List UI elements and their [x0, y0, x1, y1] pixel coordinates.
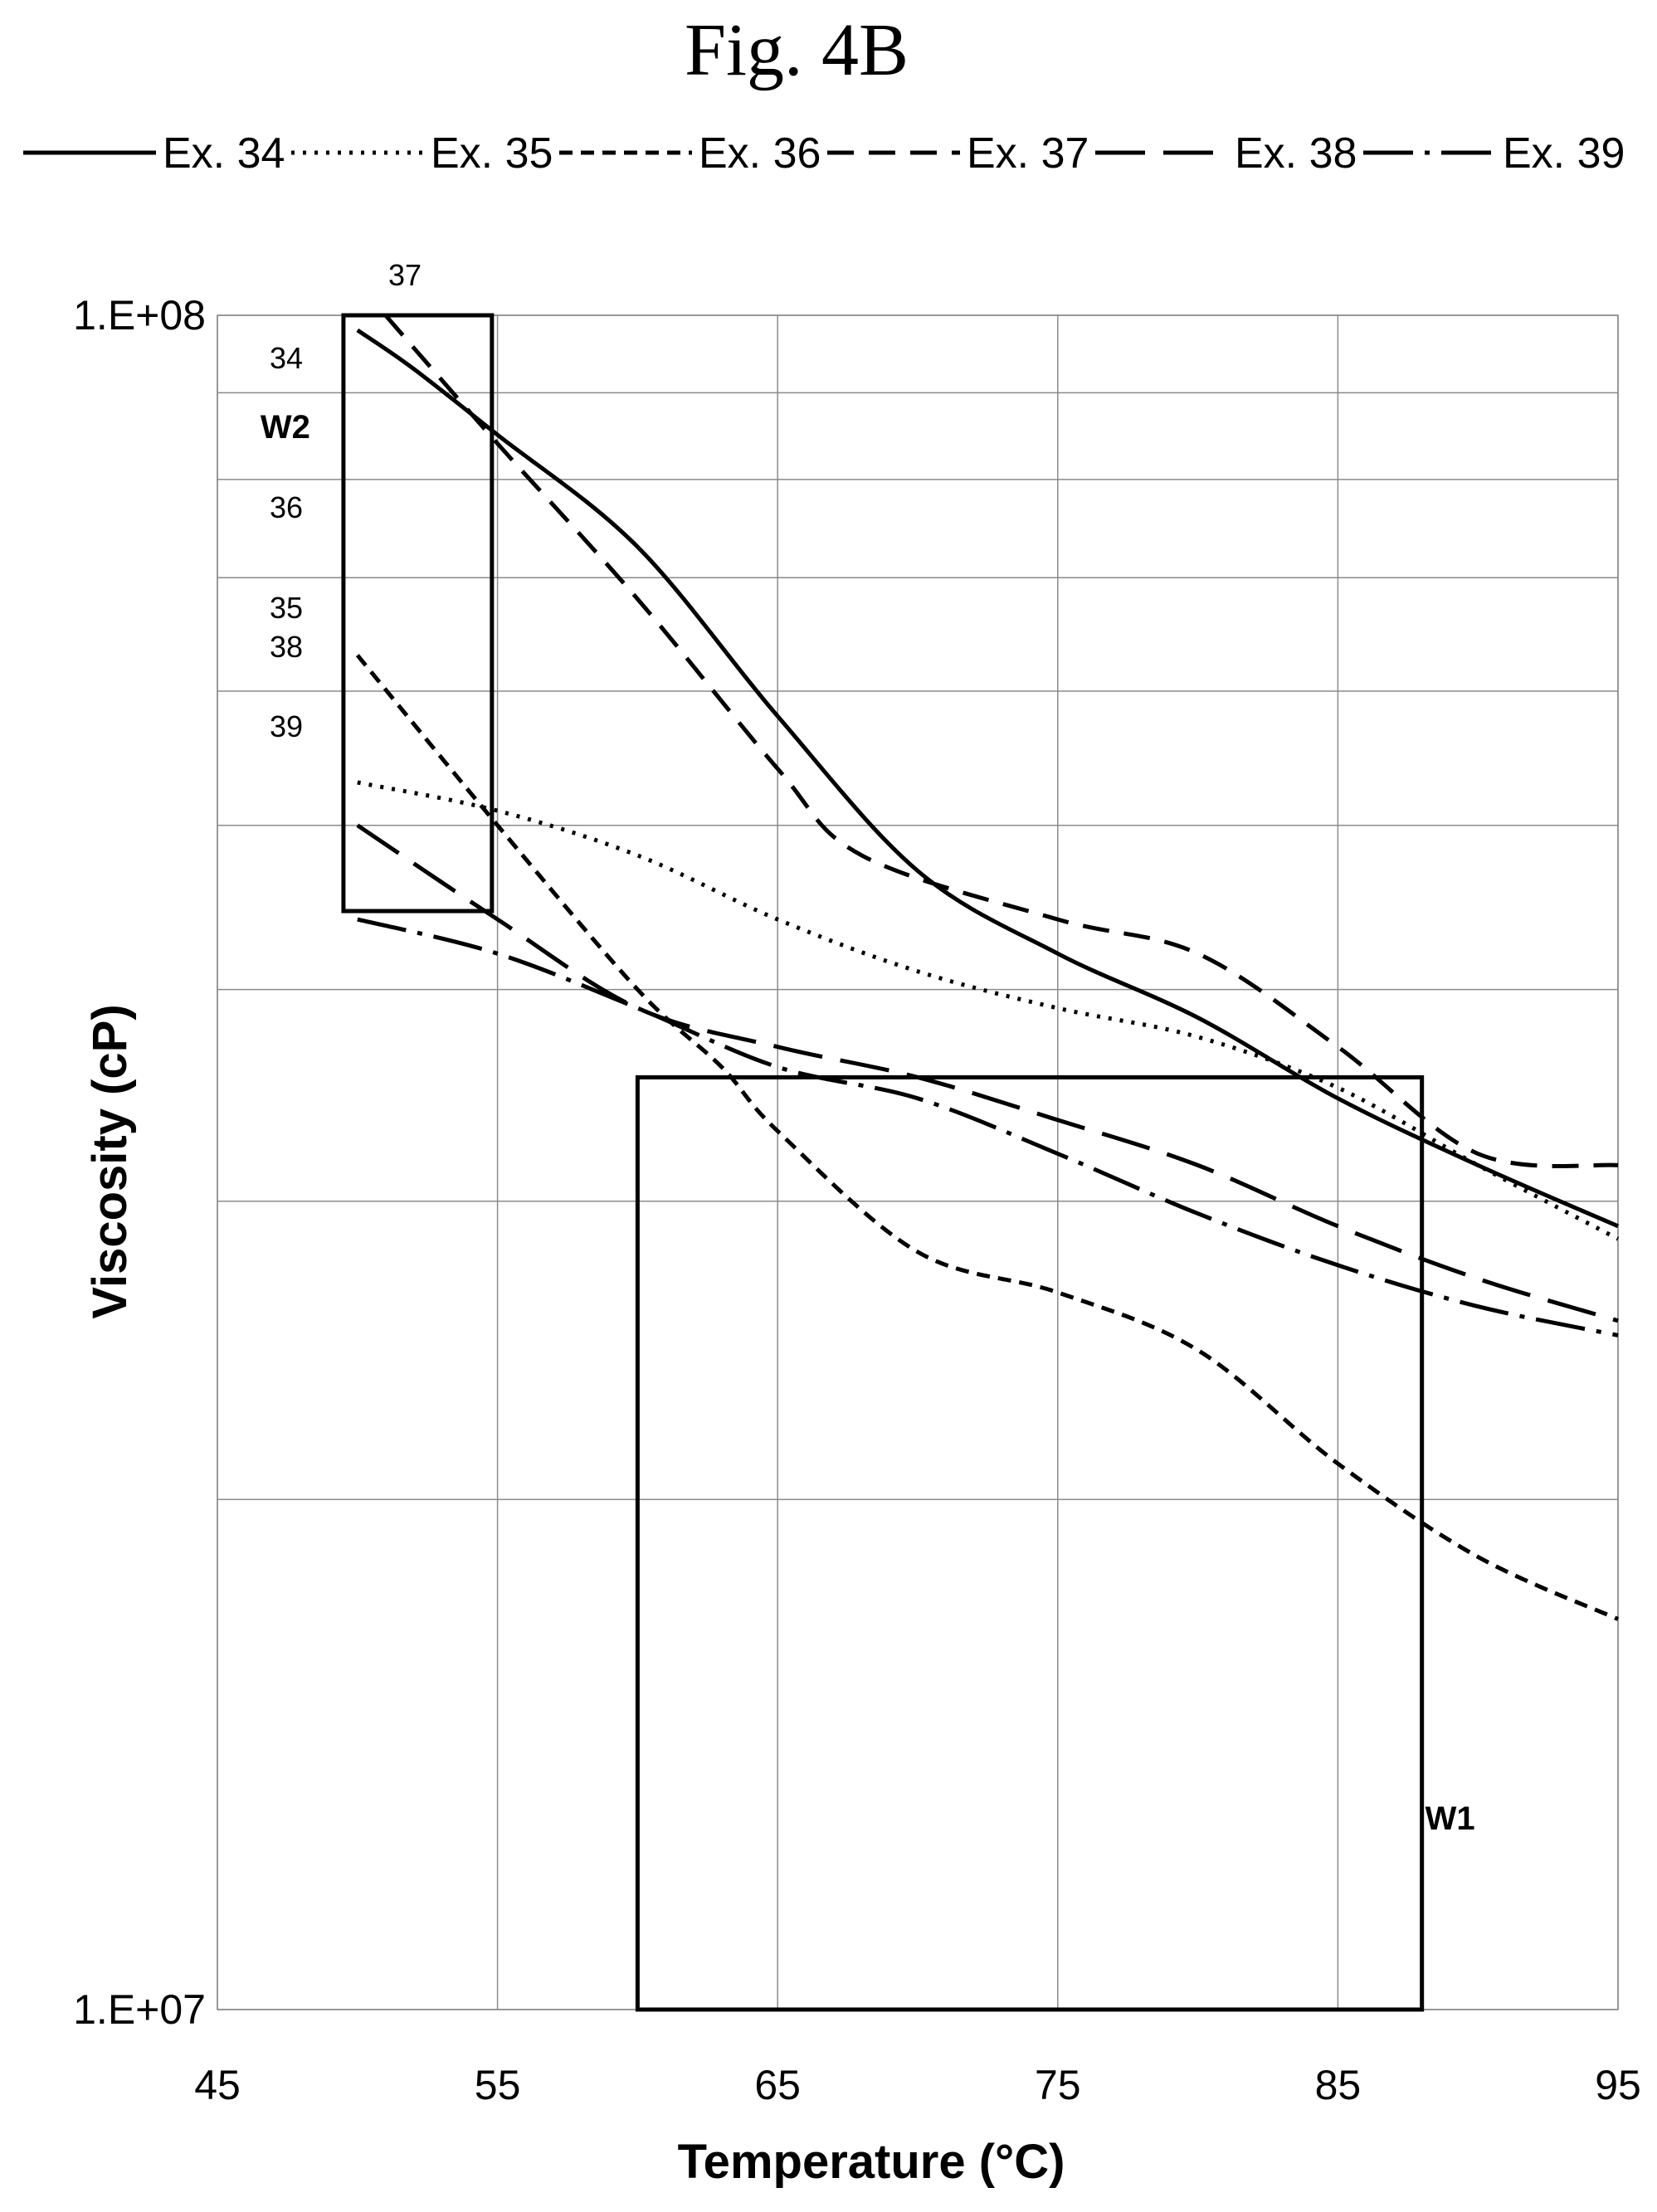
series-line-36 — [355, 654, 1620, 1621]
window-boxes: W2 W1 — [261, 313, 1475, 2012]
x-tick-label: 65 — [754, 2062, 801, 2108]
series-labels: 34 35 36 37 38 39 — [270, 258, 422, 743]
chart-title: Fig. 4B — [685, 9, 909, 91]
y-axis-ticks: 1.E+07 1.E+08 — [73, 292, 206, 2033]
series-line-34 — [356, 328, 1619, 1229]
series-line-39 — [357, 917, 1619, 1337]
plot-area-border — [217, 314, 1619, 2010]
x-tick-label: 85 — [1315, 2062, 1362, 2108]
gridlines — [217, 314, 1619, 2010]
series-line-38 — [356, 823, 1619, 1323]
legend-label: Ex. 37 — [967, 129, 1089, 178]
legend-label: Ex. 36 — [699, 129, 821, 178]
y-tick-label: 1.E+08 — [73, 292, 206, 339]
window-box-w1 — [635, 1074, 1425, 2012]
series-number-label: 35 — [270, 591, 303, 625]
x-tick-label: 95 — [1595, 2062, 1641, 2108]
series-number-label: 34 — [270, 341, 303, 375]
series-number-label: 36 — [270, 490, 303, 524]
series-lines — [355, 314, 1620, 1621]
series-line-37 — [383, 314, 1619, 1169]
box-label-w1: W1 — [1426, 1800, 1475, 1837]
x-tick-label: 45 — [194, 2062, 241, 2108]
x-axis-ticks: 45 55 65 75 85 95 — [194, 2062, 1641, 2108]
legend: Ex. 34 Ex. 35 Ex. 36 Ex. 37 Ex. 38 Ex. 39 — [23, 129, 1625, 178]
y-axis-title: Viscosity (cP) — [83, 1004, 137, 1318]
series-number-label: 37 — [388, 258, 422, 292]
legend-label: Ex. 39 — [1503, 129, 1625, 178]
box-label-w2: W2 — [261, 409, 310, 446]
y-tick-label: 1.E+07 — [73, 1986, 206, 2033]
legend-label: Ex. 35 — [431, 129, 553, 178]
series-number-label: 39 — [270, 709, 303, 743]
x-tick-label: 55 — [475, 2062, 521, 2108]
x-axis-title: Temperature (°C) — [678, 2135, 1065, 2189]
legend-label: Ex. 38 — [1235, 129, 1357, 178]
x-tick-label: 75 — [1035, 2062, 1081, 2108]
series-line-35 — [357, 780, 1620, 1241]
series-number-label: 38 — [270, 630, 303, 664]
legend-label: Ex. 34 — [163, 129, 285, 178]
window-box-w2 — [341, 313, 495, 914]
